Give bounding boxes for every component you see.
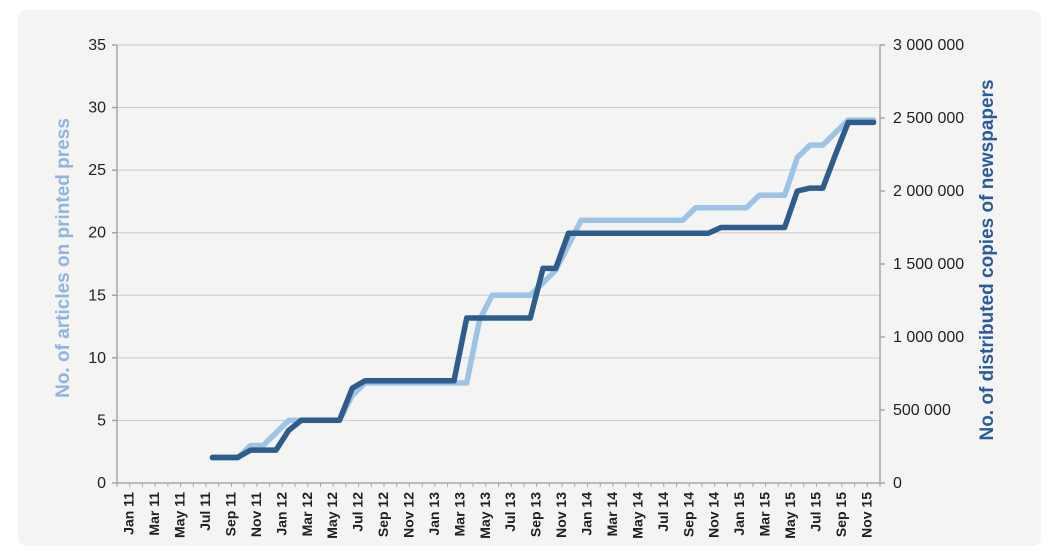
x-tick-label: May 14: [629, 492, 645, 539]
x-tick-label: Nov 12: [400, 492, 416, 538]
right-tick-label: 500 000: [893, 402, 951, 419]
left-axis-title: No. of articles on printed press: [53, 118, 74, 398]
right-tick-label: 2 500 000: [893, 110, 964, 127]
x-tick-label: Jul 13: [502, 492, 518, 532]
x-tick-label: Nov 15: [858, 492, 874, 538]
left-tick-label: 20: [88, 225, 106, 242]
left-tick-label: 0: [97, 475, 106, 492]
left-tick-label: 15: [88, 287, 106, 304]
series-line-articles: [209, 117, 877, 461]
x-tick-label: Sep 14: [680, 492, 696, 537]
x-tick-label: Mar 13: [451, 492, 467, 537]
x-tick-label: Sep 13: [528, 492, 544, 537]
series-line-copies: [209, 119, 877, 461]
left-tick-label: 5: [97, 412, 106, 429]
x-tick-label: Mar 15: [757, 492, 773, 537]
right-tick-label: 0: [893, 475, 902, 492]
x-tick-label: Nov 14: [706, 492, 722, 538]
left-tick-label: 10: [88, 350, 106, 367]
left-tick-label: 30: [88, 100, 106, 117]
right-tick-label: 2 000 000: [893, 183, 964, 200]
chart-card: [18, 10, 1041, 546]
x-tick-label: Sep 12: [375, 492, 391, 537]
right-tick-label: 1 500 000: [893, 256, 964, 273]
x-tick-label: Jan 14: [579, 492, 595, 536]
x-tick-label: Nov 11: [248, 492, 264, 537]
x-tick-label: Mar 11: [146, 492, 162, 536]
x-tick-label: Mar 14: [604, 492, 620, 537]
x-tick-label: May 12: [324, 492, 340, 539]
x-tick-label: Jul 11: [197, 492, 213, 531]
x-tick-label: Jan 13: [426, 492, 442, 536]
x-tick-label: Jan 11: [121, 492, 137, 535]
x-tick-label: May 11: [172, 492, 188, 538]
x-tick-label: Mar 12: [299, 492, 315, 537]
x-tick-label: Sep 11: [222, 492, 238, 537]
left-tick-label: 35: [88, 37, 106, 54]
x-tick-label: Jul 14: [655, 492, 671, 532]
right-axis-title: No. of distributed copies of newspapers: [977, 79, 998, 441]
x-tick-label: May 13: [477, 492, 493, 539]
x-tick-label: Sep 15: [833, 492, 849, 537]
x-tick-label: Nov 13: [553, 492, 569, 538]
x-tick-label: Jul 15: [807, 492, 823, 532]
x-tick-label: May 15: [782, 492, 798, 539]
x-tick-label: Jan 12: [273, 492, 289, 536]
x-tick-label: Jan 15: [731, 492, 747, 536]
left-tick-label: 25: [88, 162, 106, 179]
x-tick-label: Jul 12: [350, 492, 366, 532]
right-tick-label: 3 000 000: [893, 37, 964, 54]
right-tick-label: 1 000 000: [893, 329, 964, 346]
